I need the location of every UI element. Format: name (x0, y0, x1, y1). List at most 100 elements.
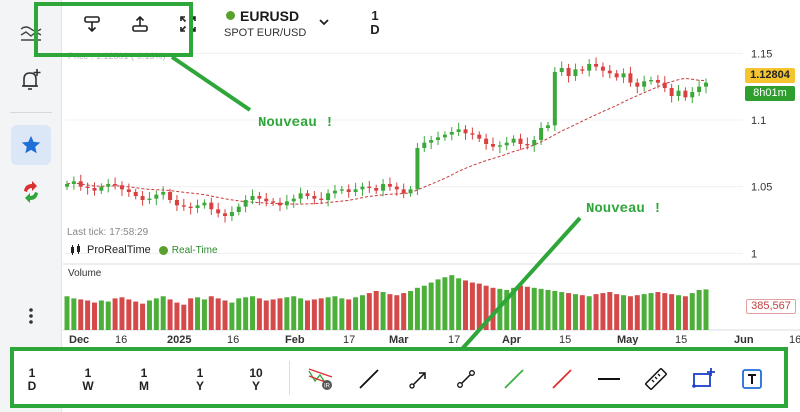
volume-bar (428, 282, 434, 330)
candle-body (223, 213, 228, 216)
volume-bar (531, 287, 537, 330)
text-icon[interactable] (739, 366, 765, 392)
horizontal-line-icon[interactable] (596, 366, 622, 392)
segment-icon[interactable] (453, 366, 479, 392)
candle-body (655, 80, 660, 83)
volume-bar (469, 282, 475, 330)
candle-body (174, 200, 179, 206)
chevron-down-icon[interactable] (318, 14, 330, 32)
time-tick-label: 2025 (167, 334, 191, 345)
volume-bar (277, 298, 283, 330)
time-tick-label: 15 (559, 334, 571, 345)
candle-body (477, 134, 482, 139)
volume-bar (201, 299, 207, 330)
volume-bar (229, 302, 235, 330)
volume-bar (78, 299, 84, 330)
volume-bar (504, 289, 510, 330)
candle-body (697, 86, 702, 92)
candle-body (154, 194, 159, 199)
current-volume-badge: 385,567 (746, 299, 796, 314)
timeframe-unit: Y (195, 379, 204, 393)
left-sidebar (0, 0, 62, 412)
price-tick-label: 1 (751, 248, 757, 260)
volume-bar (332, 296, 338, 330)
timeframe-button[interactable]: 10 Y (244, 367, 268, 393)
volume-bar (91, 302, 97, 330)
volume-bar (325, 297, 331, 330)
symbol-name[interactable]: EURUSD (226, 8, 299, 24)
candle-body (456, 129, 461, 132)
volume-bar (586, 296, 592, 330)
download-template-icon[interactable] (80, 12, 104, 36)
share-upload-icon[interactable] (128, 12, 152, 36)
refresh-arrows-icon[interactable] (11, 172, 51, 212)
green-line-icon[interactable] (501, 366, 527, 392)
volume-bar (250, 296, 256, 330)
candle-body (470, 133, 475, 135)
candle-body (65, 184, 69, 187)
price-tick-label: 1.15 (751, 48, 772, 60)
volume-bar (195, 297, 201, 330)
candle-body (642, 81, 647, 87)
candle-body (257, 196, 262, 199)
candle-body (339, 189, 344, 191)
volume-bar (435, 279, 441, 330)
volume-bar (621, 295, 627, 330)
volume-bar (442, 277, 448, 330)
auto-trend-icon[interactable]: IR (308, 366, 334, 392)
candle-body (387, 184, 392, 187)
timeframe-selector[interactable]: 1 D (370, 8, 380, 37)
add-rectangle-icon[interactable] (691, 366, 717, 392)
candle-body (607, 70, 612, 74)
candle-body (463, 129, 468, 134)
candle-body (621, 73, 626, 78)
volume-bar (346, 299, 352, 330)
candle-body (360, 186, 365, 190)
candle-body (332, 190, 337, 194)
candle-body (566, 68, 571, 76)
top-annotation-label: Nouveau ! (258, 115, 334, 131)
volume-bar (105, 301, 111, 330)
candle-body (573, 69, 578, 76)
time-tick-label: Apr (502, 334, 522, 345)
volume-bar (497, 288, 503, 330)
candle-body (147, 198, 152, 200)
ruler-icon[interactable] (643, 366, 669, 392)
candle-body (106, 184, 111, 187)
candle-body (649, 80, 654, 82)
volume-bar (559, 292, 565, 330)
bottom-toolbar: 1 D 1 W 1 M 1 Y 10 Y IR (12, 349, 786, 406)
volume-bar (284, 297, 290, 330)
candle-body (518, 138, 523, 144)
candle-body (504, 142, 509, 146)
price-chart[interactable]: 1.15 1.1 1.05 1 Dec 16 2025 16 Feb 17 Mar 17 Apr 15 M… (63, 0, 800, 345)
candle-body (442, 134, 447, 138)
alert-bell-icon[interactable] (11, 60, 51, 100)
candle-body (305, 193, 310, 196)
candle-body (436, 137, 441, 140)
moving-average-line (66, 77, 707, 205)
candle-body (394, 186, 399, 190)
candle-body (284, 201, 289, 206)
volume-bar (119, 297, 125, 330)
volume-bar (593, 294, 599, 330)
candle-body (188, 206, 193, 208)
volume-bar (414, 287, 420, 330)
more-dots-icon[interactable] (11, 296, 51, 336)
red-line-icon[interactable] (549, 366, 575, 392)
volume-bar (387, 294, 393, 330)
arrow-line-icon[interactable] (406, 366, 432, 392)
volume-bar (456, 278, 462, 330)
volume-bar (98, 300, 104, 330)
market-name: SPOT EUR/USD (224, 27, 307, 39)
line-icon[interactable] (356, 366, 382, 392)
favorites-star-icon[interactable] (11, 125, 51, 165)
timeframe-unit: W (82, 379, 94, 393)
volume-bar (703, 289, 709, 330)
candle-body (250, 196, 255, 200)
top-toolbar-highlight (34, 2, 193, 57)
